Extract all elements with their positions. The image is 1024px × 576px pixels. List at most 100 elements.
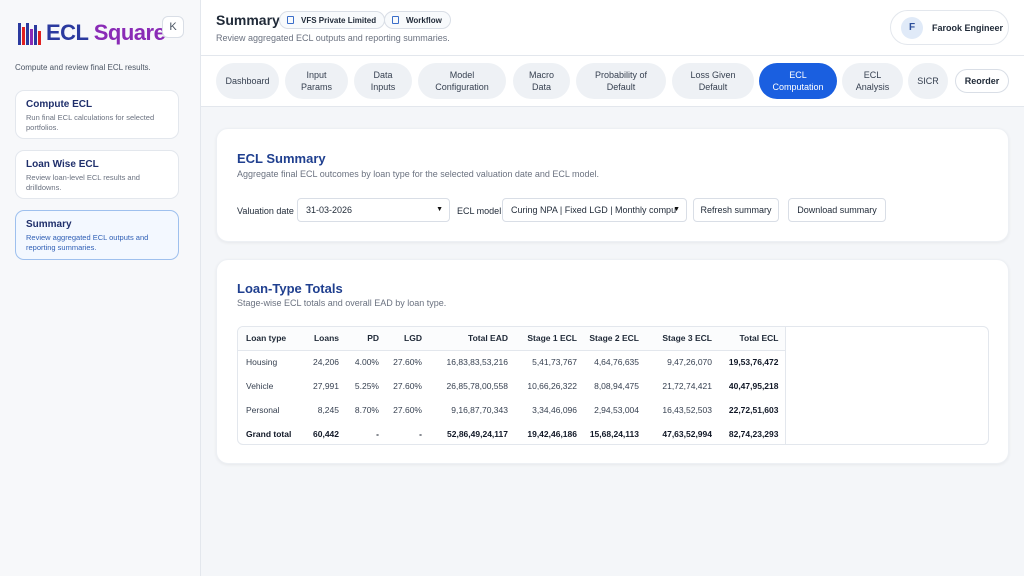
workflow-label: Workflow bbox=[406, 15, 442, 25]
valuation-date-select[interactable]: 31-03-2026 ▼ bbox=[297, 198, 450, 222]
table-cell: 47,63,52,994 bbox=[662, 429, 712, 439]
loan-type-totals-card: Loan-Type Totals Stage-wise ECL totals a… bbox=[216, 259, 1009, 464]
building-icon bbox=[287, 16, 294, 24]
table-cell: 10,66,26,322 bbox=[527, 381, 577, 391]
table-row: Vehicle 27,991 5.25% 27.60% 26,85,78,00,… bbox=[238, 374, 786, 398]
app-logo[interactable]: ECL Square bbox=[18, 20, 166, 46]
table-cell: - bbox=[376, 429, 379, 439]
tab-dashboard[interactable]: Dashboard bbox=[216, 63, 279, 99]
table-header-row: Loan type Loans PD LGD Total EAD Stage 1… bbox=[238, 327, 786, 351]
column-header: Loan type bbox=[238, 327, 300, 351]
table-cell: - bbox=[419, 429, 422, 439]
workflow-badge[interactable]: Workflow bbox=[384, 11, 451, 29]
ecl-model-label: ECL model bbox=[457, 206, 502, 216]
tab-ecl-analysis[interactable]: ECL Analysis bbox=[842, 63, 903, 99]
table-cell: 27.60% bbox=[393, 381, 422, 391]
card-title: ECL Summary bbox=[237, 151, 326, 166]
table-cell: Housing bbox=[246, 357, 278, 368]
table-cell: 27.60% bbox=[393, 405, 422, 415]
card-subtitle: Stage-wise ECL totals and overall EAD by… bbox=[237, 298, 447, 308]
tab-ecl-computation[interactable]: ECL Computation bbox=[759, 63, 837, 99]
table-cell: 2,94,53,004 bbox=[594, 405, 639, 415]
sidebar-subtitle: Compute and review final ECL results. bbox=[15, 63, 151, 72]
table-cell: 26,85,78,00,558 bbox=[446, 381, 508, 391]
column-header: LGD bbox=[385, 327, 428, 351]
table-cell: 9,16,87,70,343 bbox=[451, 405, 508, 415]
grand-total-row: Grand total 60,442 - - 52,86,49,24,117 1… bbox=[238, 422, 786, 444]
table-row: Personal 8,245 8.70% 27.60% 9,16,87,70,3… bbox=[238, 398, 786, 422]
table-cell: 24,206 bbox=[313, 357, 339, 368]
table-cell: 27,991 bbox=[313, 381, 339, 391]
page-header: Summary VFS Private Limited Workflow Rev… bbox=[201, 0, 1024, 56]
table-cell: 60,442 bbox=[313, 429, 339, 439]
avatar: F bbox=[901, 16, 923, 39]
column-header: Stage 2 ECL bbox=[583, 327, 645, 351]
table-cell: 3,34,46,096 bbox=[532, 405, 577, 415]
tab-model-configuration[interactable]: Model Configuration bbox=[418, 63, 506, 99]
ecl-summary-card: ECL Summary Aggregate final ECL outcomes… bbox=[216, 128, 1009, 242]
valuation-date-label: Valuation date bbox=[237, 206, 294, 216]
table-cell: 4,64,76,635 bbox=[594, 357, 639, 368]
sidebar-item-title: Compute ECL bbox=[26, 99, 93, 110]
tab-input-params[interactable]: Input Params bbox=[285, 63, 348, 99]
column-header: Total ECL bbox=[718, 327, 786, 351]
sidebar-item-title: Summary bbox=[26, 219, 72, 230]
table-cell: 4.00% bbox=[354, 357, 379, 368]
refresh-summary-button[interactable]: Refresh summary bbox=[693, 198, 779, 222]
collapse-sidebar-button[interactable]: K bbox=[162, 16, 184, 38]
table-cell: 8.70% bbox=[354, 405, 379, 415]
table-cell: 15,68,24,113 bbox=[589, 429, 639, 439]
sidebar-item-title: Loan Wise ECL bbox=[26, 159, 99, 170]
tab-data-inputs[interactable]: Data Inputs bbox=[354, 63, 412, 99]
page-title: Summary bbox=[216, 12, 280, 28]
table-cell: 52,86,49,24,117 bbox=[447, 429, 508, 439]
logo-text: ECL Square bbox=[46, 20, 166, 45]
sidebar-item-loan-wise-ecl[interactable]: Loan Wise ECL Review loan-level ECL resu… bbox=[15, 150, 179, 199]
table-cell: Personal bbox=[246, 405, 280, 415]
company-badge[interactable]: VFS Private Limited bbox=[279, 11, 386, 29]
sidebar-item-desc: Review loan-level ECL results and drilld… bbox=[26, 173, 140, 192]
page-subtitle: Review aggregated ECL outputs and report… bbox=[216, 33, 450, 43]
ecl-model-select[interactable]: Curing NPA | Fixed LGD | Monthly compu ▼ bbox=[502, 198, 687, 222]
sidebar-item-compute-ecl[interactable]: Compute ECL Run final ECL calculations f… bbox=[15, 90, 179, 139]
user-name: Farook Engineer bbox=[932, 22, 1004, 33]
table-cell: 8,08,94,475 bbox=[594, 381, 639, 391]
table-cell: 19,53,76,472 bbox=[718, 350, 786, 374]
sidebar-item-desc: Run final ECL calculations for selected … bbox=[26, 113, 155, 132]
tab-loss-given-default[interactable]: Loss Given Default bbox=[672, 63, 754, 99]
sidebar: ECL Square K Compute and review final EC… bbox=[0, 0, 201, 576]
table-row: Housing 24,206 4.00% 27.60% 16,83,83,53,… bbox=[238, 350, 786, 374]
company-name: VFS Private Limited bbox=[301, 15, 377, 25]
workflow-icon bbox=[392, 16, 399, 24]
table-cell: 5.25% bbox=[354, 381, 379, 391]
module-tabs: Dashboard Input Params Data Inputs Model Co… bbox=[201, 56, 1024, 107]
tab-probability-of-default[interactable]: Probability of Default bbox=[576, 63, 666, 99]
table-cell: 40,47,95,218 bbox=[718, 374, 786, 398]
table-cell: Vehicle bbox=[246, 381, 274, 391]
sidebar-item-desc: Review aggregated ECL outputs and report… bbox=[26, 233, 149, 252]
column-header: Stage 1 ECL bbox=[514, 327, 583, 351]
sidebar-item-summary[interactable]: Summary Review aggregated ECL outputs an… bbox=[15, 210, 179, 260]
reorder-button[interactable]: Reorder bbox=[955, 69, 1009, 93]
table-cell: 21,72,74,421 bbox=[662, 381, 712, 391]
table-cell: 9,47,26,070 bbox=[667, 357, 712, 368]
tab-macro-data[interactable]: Macro Data bbox=[513, 63, 570, 99]
table-cell: 19,42,46,186 bbox=[527, 429, 577, 439]
table-cell: 16,83,83,53,216 bbox=[446, 357, 508, 368]
logo-bars-icon bbox=[18, 21, 42, 45]
table-cell: 8,245 bbox=[317, 405, 339, 415]
loan-type-totals-table: Loan type Loans PD LGD Total EAD Stage 1… bbox=[237, 326, 989, 445]
column-header: Loans bbox=[300, 327, 345, 351]
download-summary-button[interactable]: Download summary bbox=[788, 198, 886, 222]
tab-sicr[interactable]: SICR bbox=[908, 63, 948, 99]
card-title: Loan-Type Totals bbox=[237, 281, 343, 296]
user-menu[interactable]: F Farook Engineer bbox=[890, 10, 1009, 45]
table-cell: 5,41,73,767 bbox=[532, 357, 577, 368]
column-header: PD bbox=[345, 327, 385, 351]
table-cell: 22,72,51,603 bbox=[718, 398, 786, 422]
column-header: Stage 3 ECL bbox=[645, 327, 718, 351]
card-subtitle: Aggregate final ECL outcomes by loan typ… bbox=[237, 169, 600, 179]
chevron-down-icon: ▼ bbox=[436, 206, 443, 213]
column-header: Total EAD bbox=[428, 327, 514, 351]
table-cell: 16,43,52,503 bbox=[662, 405, 712, 415]
